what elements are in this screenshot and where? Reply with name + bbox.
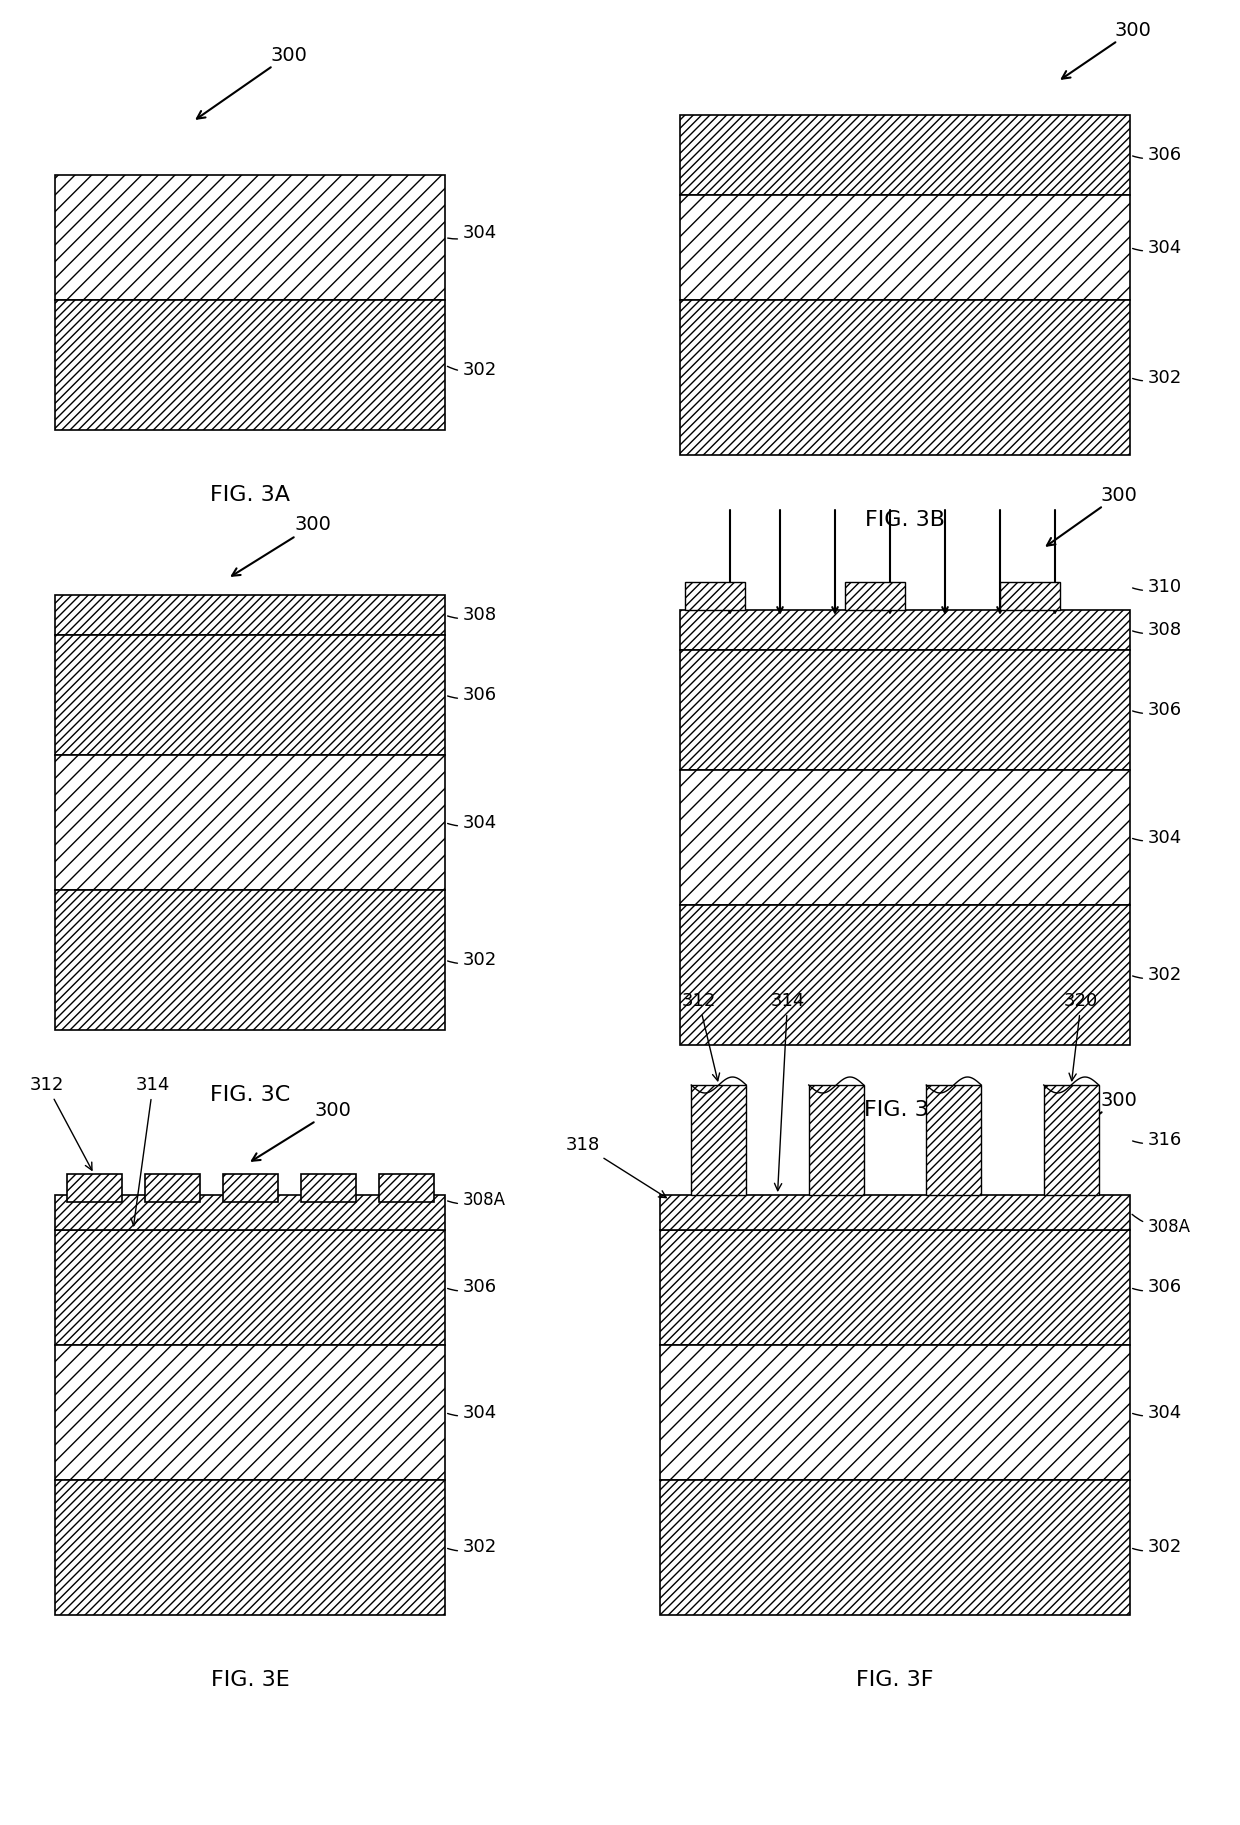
- Text: 306: 306: [448, 686, 497, 704]
- Bar: [67, 1173, 122, 1203]
- Text: 310: 310: [1132, 579, 1182, 597]
- Bar: [660, 1345, 1130, 1480]
- Text: 302: 302: [448, 951, 497, 969]
- Bar: [660, 1480, 1130, 1615]
- Bar: [55, 1480, 445, 1615]
- Bar: [55, 756, 445, 891]
- Text: 306: 306: [1132, 1279, 1182, 1296]
- Bar: [55, 1195, 445, 1230]
- Text: 302: 302: [1132, 1538, 1182, 1557]
- Text: 308: 308: [1132, 620, 1182, 639]
- Text: 304: 304: [448, 814, 497, 832]
- Bar: [999, 582, 1060, 610]
- Text: 300: 300: [232, 515, 332, 575]
- Text: 312: 312: [682, 993, 719, 1080]
- Bar: [926, 1086, 981, 1195]
- Text: 300: 300: [1047, 485, 1137, 546]
- Bar: [660, 1230, 1130, 1345]
- Text: 306: 306: [1132, 146, 1182, 164]
- Text: 314: 314: [131, 1077, 170, 1226]
- Text: FIG. 3B: FIG. 3B: [866, 509, 945, 529]
- Bar: [300, 1173, 356, 1203]
- Bar: [55, 299, 445, 431]
- Text: 308A: 308A: [448, 1192, 506, 1208]
- Bar: [1044, 1086, 1099, 1195]
- Bar: [660, 1195, 1130, 1230]
- Text: 300: 300: [252, 1100, 352, 1161]
- Text: 306: 306: [1132, 701, 1182, 719]
- Text: 316: 316: [1132, 1132, 1182, 1150]
- Bar: [680, 115, 1130, 195]
- Bar: [55, 1345, 445, 1480]
- Text: 312: 312: [30, 1077, 92, 1170]
- Text: 304: 304: [1132, 829, 1182, 847]
- Text: 300: 300: [1052, 1091, 1137, 1148]
- Bar: [222, 1173, 278, 1203]
- Text: 304: 304: [1132, 1403, 1182, 1422]
- Bar: [680, 299, 1130, 454]
- Text: 302: 302: [448, 1538, 497, 1557]
- Text: 318: 318: [565, 1135, 666, 1197]
- Text: 302: 302: [1132, 965, 1182, 984]
- Bar: [680, 195, 1130, 299]
- Text: 304: 304: [448, 223, 497, 241]
- Bar: [808, 1086, 864, 1195]
- Bar: [55, 891, 445, 1029]
- Bar: [680, 610, 1130, 650]
- Text: 302: 302: [448, 361, 497, 380]
- Text: 300: 300: [197, 46, 306, 119]
- Bar: [680, 905, 1130, 1046]
- Bar: [844, 582, 905, 610]
- Bar: [684, 582, 745, 610]
- Text: 308A: 308A: [1132, 1214, 1190, 1237]
- Bar: [378, 1173, 434, 1203]
- Text: FIG. 3C: FIG. 3C: [210, 1086, 290, 1104]
- Text: FIG. 3D: FIG. 3D: [864, 1100, 946, 1121]
- Bar: [145, 1173, 200, 1203]
- Text: 304: 304: [1132, 239, 1182, 257]
- Text: 308: 308: [448, 606, 497, 624]
- Bar: [55, 595, 445, 635]
- Text: FIG. 3A: FIG. 3A: [210, 485, 290, 506]
- Text: 302: 302: [1132, 369, 1182, 387]
- Text: FIG. 3E: FIG. 3E: [211, 1670, 289, 1690]
- Bar: [680, 650, 1130, 770]
- Text: 306: 306: [448, 1279, 497, 1296]
- Bar: [55, 1230, 445, 1345]
- Text: 320: 320: [1064, 993, 1099, 1080]
- Bar: [55, 635, 445, 756]
- Bar: [55, 175, 445, 299]
- Text: 300: 300: [1061, 20, 1152, 78]
- Text: 304: 304: [448, 1403, 497, 1422]
- Bar: [680, 770, 1130, 905]
- Text: 314: 314: [770, 993, 805, 1190]
- Bar: [691, 1086, 746, 1195]
- Text: FIG. 3F: FIG. 3F: [857, 1670, 934, 1690]
